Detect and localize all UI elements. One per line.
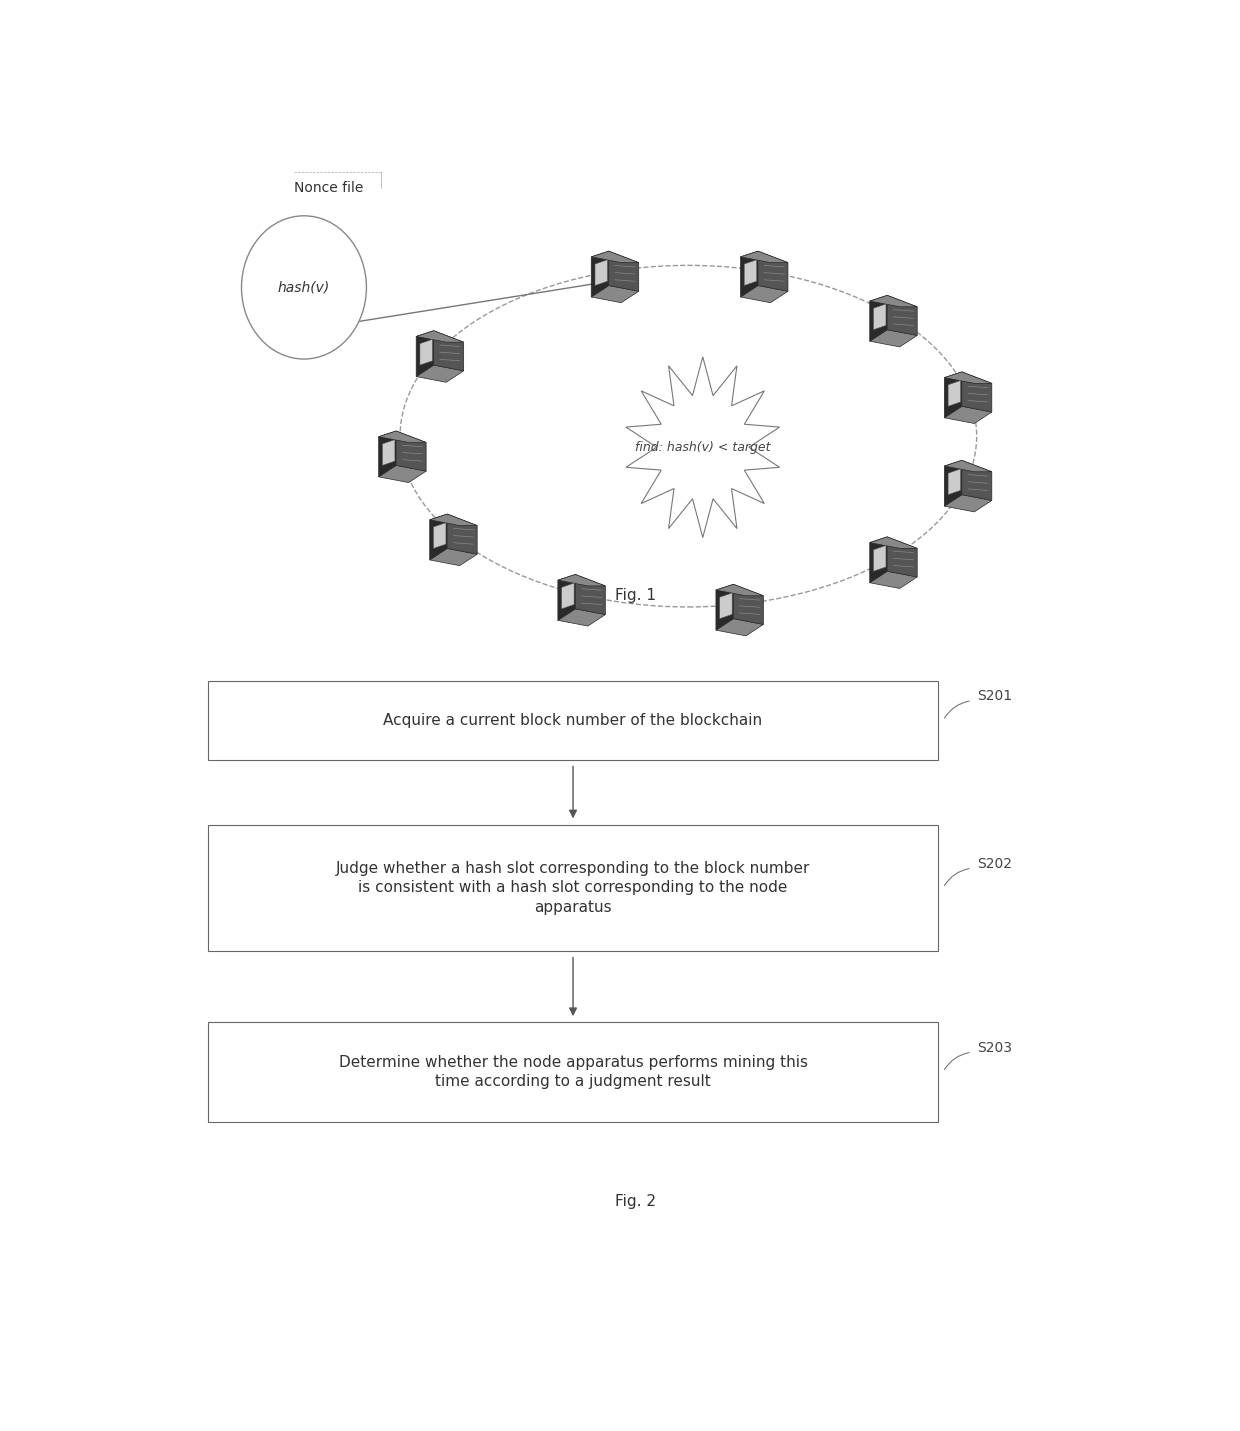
Text: hash(v): hash(v) [278,280,330,295]
Text: S201: S201 [977,690,1012,703]
Polygon shape [758,252,787,292]
Polygon shape [962,461,992,501]
Polygon shape [430,514,477,525]
Polygon shape [558,574,575,620]
Polygon shape [949,469,961,495]
Polygon shape [417,331,434,376]
Polygon shape [626,356,780,538]
Polygon shape [609,252,639,292]
Text: S202: S202 [977,857,1012,870]
Polygon shape [873,545,885,571]
Polygon shape [869,571,918,588]
Polygon shape [945,495,992,512]
Text: Fig. 2: Fig. 2 [615,1195,656,1209]
Polygon shape [715,618,764,635]
Polygon shape [562,582,574,608]
Polygon shape [417,331,464,342]
Text: Judge whether a hash slot corresponding to the block number
is consistent with a: Judge whether a hash slot corresponding … [336,860,810,916]
Polygon shape [715,584,764,595]
Polygon shape [591,286,639,303]
Text: Fig. 1: Fig. 1 [615,588,656,604]
Polygon shape [945,461,992,472]
Polygon shape [378,431,396,477]
Polygon shape [382,439,394,465]
FancyBboxPatch shape [208,681,939,760]
Polygon shape [733,584,764,624]
Polygon shape [430,514,448,560]
Polygon shape [945,372,962,418]
Polygon shape [962,372,992,412]
Text: Nonce file: Nonce file [294,182,363,195]
Polygon shape [591,252,609,298]
Polygon shape [715,584,733,630]
Polygon shape [887,537,918,577]
Polygon shape [595,260,608,286]
Polygon shape [378,431,427,442]
Polygon shape [744,260,756,286]
Polygon shape [869,329,918,346]
Polygon shape [430,548,477,565]
Polygon shape [417,365,464,382]
Polygon shape [869,295,918,306]
Polygon shape [949,381,961,406]
Polygon shape [378,465,427,482]
Polygon shape [434,331,464,371]
Polygon shape [945,461,962,507]
Text: Acquire a current block number of the blockchain: Acquire a current block number of the bl… [383,713,763,728]
Text: Determine whether the node apparatus performs mining this
time according to a ju: Determine whether the node apparatus per… [339,1055,807,1089]
Polygon shape [396,431,427,471]
Polygon shape [575,574,605,614]
Polygon shape [869,537,918,548]
Circle shape [242,216,367,359]
Polygon shape [740,286,787,303]
Polygon shape [869,537,887,582]
Polygon shape [591,252,639,263]
Polygon shape [887,295,918,335]
Text: find: hash(v) < target: find: hash(v) < target [635,441,770,454]
Polygon shape [740,252,758,298]
FancyBboxPatch shape [208,1022,939,1122]
Polygon shape [434,522,446,548]
Polygon shape [945,406,992,424]
Polygon shape [873,303,885,329]
Polygon shape [945,372,992,384]
Polygon shape [558,608,605,625]
Polygon shape [869,295,887,341]
Polygon shape [740,252,787,263]
Polygon shape [448,514,477,554]
Polygon shape [719,592,732,618]
Polygon shape [420,339,433,365]
Text: S203: S203 [977,1040,1012,1055]
FancyBboxPatch shape [208,824,939,952]
Polygon shape [558,574,605,585]
